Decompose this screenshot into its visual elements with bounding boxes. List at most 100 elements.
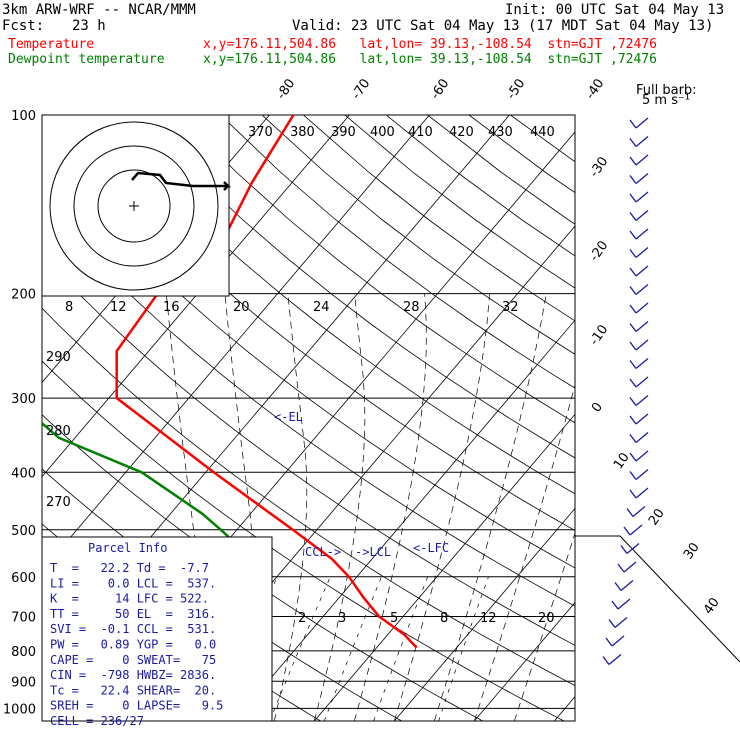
wind-barb	[626, 508, 634, 517]
pressure-tick-label: 600	[11, 571, 36, 586]
theta-label: 380	[290, 125, 315, 140]
dry-adiabat-line	[344, 115, 575, 289]
hodograph-axis-tick: 20	[233, 300, 250, 315]
wind-barb	[605, 637, 613, 647]
wind-barb	[635, 154, 649, 166]
parcel-info-title: Parcel Info	[88, 541, 167, 555]
wind-barb	[620, 545, 628, 554]
wind-barb	[629, 193, 637, 203]
wind-barb	[635, 376, 649, 388]
barb-legend-line: 5 m s⁻¹	[642, 93, 690, 108]
moist-adiabat-line	[273, 293, 308, 721]
theta-label: 270	[46, 495, 71, 510]
wind-barb	[617, 598, 631, 610]
wind-barb	[629, 489, 637, 499]
wind-barb	[635, 191, 649, 203]
wind-barb	[623, 526, 631, 536]
wind-barb	[608, 619, 616, 628]
theta-label: 400	[370, 125, 395, 140]
wind-barb	[629, 286, 637, 295]
wind-barb	[602, 656, 610, 665]
wind-barb	[614, 617, 628, 628]
wind-barb	[629, 415, 637, 425]
wind-barb	[635, 265, 649, 277]
wind-barb	[629, 267, 637, 277]
isotherm-label: -70	[349, 76, 373, 102]
wind-barb	[629, 249, 637, 258]
wind-barb	[635, 136, 649, 147]
moist-adiabat-line	[433, 293, 547, 721]
wind-barb	[629, 304, 637, 314]
mixing-ratio-label: 8	[440, 611, 448, 626]
moist-adiabat-line	[473, 383, 575, 721]
isotherm-line	[42, 115, 350, 478]
mixing-ratio-line	[373, 576, 429, 721]
hodograph-axis-tick: 28	[403, 300, 420, 315]
barb-legend: Full barb: 5 m s⁻¹	[636, 83, 697, 108]
wind-barb	[629, 175, 637, 184]
isotherm-line	[314, 413, 575, 721]
pressure-tick-label: 700	[11, 611, 36, 626]
dewpoint-legend-label: Dewpoint temperature	[8, 52, 165, 67]
dry-adiabat-line	[42, 149, 575, 569]
dry-adiabat-line	[510, 115, 575, 163]
wind-barb	[635, 487, 649, 499]
valid-time: Valid: 23 UTC Sat 04 May 13 (17 MDT Sat …	[292, 18, 714, 34]
barb-panel-edge	[575, 535, 740, 663]
theta-label: 390	[331, 125, 356, 140]
hodograph-ring	[49, 121, 219, 291]
dry-adiabat-line	[427, 115, 575, 225]
wind-barb	[629, 138, 637, 147]
wind-barb	[635, 339, 649, 351]
theta-label: 280	[46, 424, 71, 439]
wind-barb	[635, 358, 649, 369]
isotherm-label: 0	[589, 400, 606, 415]
wind-barb	[635, 450, 649, 462]
dry-adiabat-line	[178, 115, 575, 424]
mixing-ratio-line	[438, 576, 489, 721]
mixing-ratio-label: 3	[338, 611, 346, 626]
pressure-tick-label: 100	[11, 109, 36, 124]
isotherm-label: -40	[583, 76, 607, 102]
mixing-ratio-label: 12	[480, 611, 497, 626]
pressure-tick-label: 400	[11, 466, 36, 481]
wind-barb	[635, 395, 649, 406]
level-marker-label: CCL->	[305, 545, 341, 559]
theta-label: 430	[488, 125, 513, 140]
pressure-tick-label: 500	[11, 524, 36, 539]
wind-barb	[635, 173, 649, 184]
dry-adiabat-line	[96, 115, 575, 495]
wind-barb	[635, 413, 649, 425]
wind-barb	[635, 210, 649, 221]
isotherm-label: -50	[504, 76, 528, 102]
dry-adiabat-line	[137, 115, 575, 459]
theta-label: 410	[408, 125, 433, 140]
isotherm-line	[234, 319, 575, 721]
isotherm-line	[394, 507, 575, 721]
hodograph-trace	[131, 171, 232, 191]
dry-adiabat-line	[261, 115, 575, 355]
dry-adiabat-line	[220, 115, 575, 389]
parcel-info-row: SVI = -0.1 CCL = 531.	[50, 622, 216, 636]
hodograph-axis-tick: 12	[110, 300, 127, 315]
wind-barb	[629, 341, 637, 351]
mixing-ratio-label: 2	[298, 611, 306, 626]
dry-adiabat-line	[385, 115, 575, 257]
dry-adiabat-line	[54, 115, 575, 531]
isotherm-line	[42, 115, 430, 572]
forecast-hours: 23 h	[72, 18, 106, 34]
dewpoint-location-info: x,y=176.11,504.86 lat,lon= 39.13,-108.54…	[203, 52, 657, 67]
hodograph-axis-tick: 8	[65, 300, 73, 315]
moist-adiabat-line	[313, 293, 366, 721]
level-marker-label: <-EL	[274, 410, 303, 424]
forecast-label: Fcst:	[2, 18, 45, 34]
wind-barb	[629, 434, 637, 443]
wind-barb	[635, 321, 649, 332]
theta-label: 420	[449, 125, 474, 140]
pressure-tick-label: 900	[11, 675, 36, 690]
moist-adiabat-line	[513, 531, 575, 721]
parcel-info-row: CAPE = 0 SWEAT= 75	[50, 653, 216, 667]
theta-label: 370	[248, 125, 273, 140]
wind-barb	[611, 635, 625, 647]
